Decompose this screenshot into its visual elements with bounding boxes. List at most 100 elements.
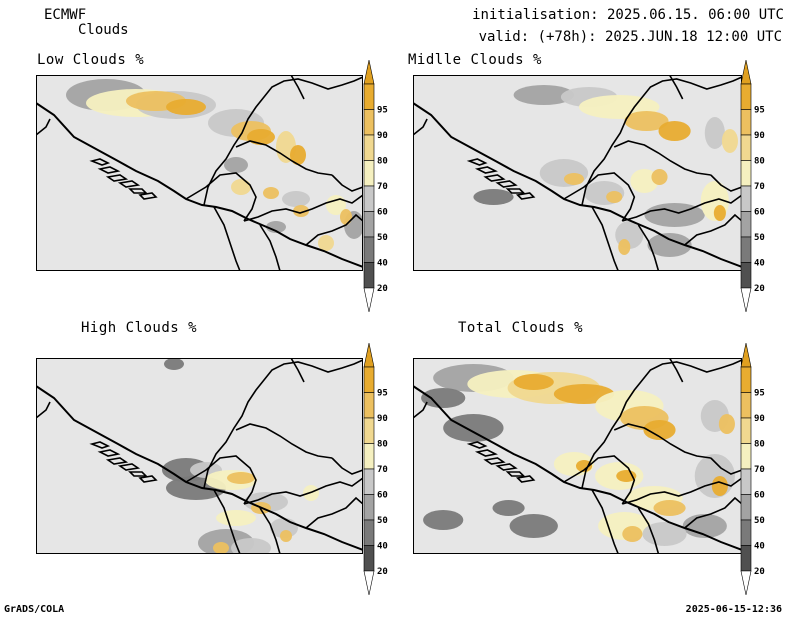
colorbar-segment [740,262,752,289]
colorbar-tick-label: 20 [377,284,388,294]
country-border [36,118,51,136]
cloud-cover-area [227,472,255,484]
map-panel-high-clouds [36,358,363,554]
colorbar-under-triangle [363,287,375,313]
colorbar-over-triangle [740,342,752,368]
cloud-field [421,364,735,546]
colorbar-segment [363,494,375,521]
colorbar-tick-label: 50 [754,233,765,243]
colorbar-over-triangle [363,342,375,368]
cloud-cover-area [492,500,525,516]
country-border [563,455,636,505]
colorbar-segment [363,366,375,393]
colorbar-segment [740,392,752,419]
cloud-cover-area [718,414,735,434]
island-outline [474,166,498,174]
cloud-cover-area [653,500,686,516]
cloud-cover-area [473,189,514,205]
colorbar-tick-label: 20 [754,284,765,294]
island-outline [89,158,111,166]
colorbar-tick-label: 70 [377,465,388,475]
cloud-cover-area [618,239,631,255]
colorbar-segment [740,236,752,263]
colorbar-tick-label: 95 [754,106,765,116]
colorbar-segment [363,443,375,470]
cloud-cover-area [575,460,593,472]
colorbar-segment [740,83,752,110]
colorbar-segment [740,160,752,187]
country-border [185,172,257,222]
cloud-cover-area [643,420,676,440]
island-outline [495,463,518,471]
cloud-cover-area [280,530,292,542]
colorbar-tick-label: 70 [754,465,765,475]
colorbar-segment [740,519,752,546]
cloud-cover-area [293,205,309,217]
colorbar-tick-label: 95 [377,389,388,399]
country-border [413,118,428,136]
colorbar-high: 20 40 50 60 70 80 90 95 [363,342,404,596]
country-border [413,401,428,419]
colorbar-segment [740,494,752,521]
colorbar-svg: 20 40 50 60 70 80 90 95 [740,59,765,313]
island-outline [515,192,536,200]
colorbar-tick-label: 40 [754,259,765,269]
cloud-cover-area [423,510,464,530]
cloud-cover-area [213,542,229,554]
island-outline [128,471,148,477]
country-border [305,496,363,529]
country-border [622,194,742,222]
colorbar-segment [363,211,375,238]
colorbar-segment [363,185,375,212]
cloud-cover-area [711,476,728,496]
footer-timestamp-label: 2025-06-15-12:36 [685,604,782,615]
island-outline [466,158,488,166]
cloud-cover-area [704,117,725,149]
country-border [259,224,281,271]
colorbar-tick-label: 40 [377,259,388,269]
cloud-cover-area [606,191,623,203]
panel-title-high: High Clouds % [81,320,198,336]
colorbar-segment [363,109,375,136]
colorbar-tick-label: 90 [754,131,765,141]
map-panel-middle-clouds [413,75,742,271]
colorbar-over-triangle [363,59,375,85]
country-border [684,496,742,529]
colorbar-tick-label: 60 [377,208,388,218]
colorbar-tick-label: 80 [377,440,388,450]
country-border [591,206,619,271]
island-outline [89,441,111,449]
colorbar-tick-label: 60 [377,491,388,501]
island-outline [117,180,141,188]
cloud-cover-area [509,514,558,538]
island-outline [483,174,506,182]
valid-time-label: valid: (+78h): 2025.JUN.18 12:00 UTC [478,29,782,45]
panel-title-total: Total Clouds % [458,320,584,336]
island-outline [515,475,536,483]
colorbar-tick-label: 60 [754,491,765,501]
island-outline [466,441,488,449]
colorbar-segment [740,185,752,212]
colorbar-svg: 20 40 50 60 70 80 90 95 [740,342,765,596]
product-label: Clouds [78,22,129,38]
cloud-cover-area [164,358,184,370]
country-border [213,489,241,554]
country-border [622,477,742,505]
colorbar-under-triangle [363,570,375,596]
colorbar-segment [740,134,752,161]
colorbar-svg: 20 40 50 60 70 80 90 95 [363,342,388,596]
cloud-cover-area [563,173,585,185]
island-outline [105,174,129,182]
colorbar-segment [363,468,375,495]
map-high-svg [36,358,363,554]
country-border [305,213,363,246]
cloud-cover-area [721,129,738,153]
country-border [591,489,619,554]
country-border [203,359,363,489]
cloud-cover-area [166,99,206,115]
country-border [203,76,363,206]
cloud-cover-area [630,169,659,193]
country-border [637,507,660,554]
coastline [36,102,363,268]
colorbar-segment [740,366,752,393]
